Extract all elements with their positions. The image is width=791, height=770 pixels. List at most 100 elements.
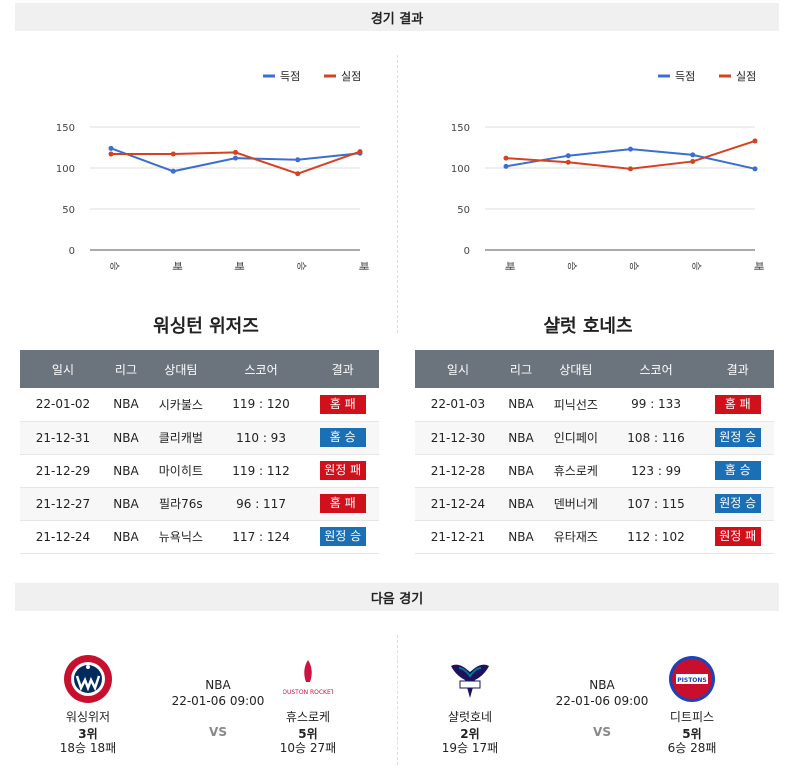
vs-label: VS — [209, 725, 227, 739]
data-point — [752, 166, 758, 172]
cell-opponent: 시카불스 — [146, 388, 216, 422]
data-point — [503, 155, 509, 161]
cell-opponent: 마이히트 — [146, 454, 216, 488]
next-games-section-title: 다음 경기 — [15, 583, 779, 611]
game-time: 22-01-06 09:00 — [555, 694, 649, 708]
cell-result: 원정 승 — [306, 520, 379, 554]
header-score: 스코어 — [610, 350, 702, 388]
left-results-table: 일시 리그 상대팀 스코어 결과 22-01-02 NBA 시카불스 119 : 12… — [20, 350, 379, 554]
chart-svg: 0 50 100 150 패 승 승 승 패 득점 실점 — [451, 70, 764, 271]
x-tick-label: 승 — [108, 261, 120, 270]
next-game-card[interactable]: 워싱위저 3위 18승 18패 NBA 22-01-06 09:00 VS HO… — [33, 640, 403, 760]
legend-label-scored: 득점 — [280, 70, 300, 83]
cell-score: 119 : 112 — [215, 454, 307, 488]
data-point — [170, 151, 176, 157]
wizards-logo-icon — [63, 654, 113, 704]
cell-result: 홈 패 — [701, 388, 774, 422]
home-team-record: 19승 17패 — [441, 741, 499, 755]
result-badge: 홈 패 — [319, 394, 366, 414]
svg-text:HOUSTON ROCKETS: HOUSTON ROCKETS — [283, 689, 333, 696]
cell-opponent: 휴스로케 — [541, 454, 611, 488]
cell-opponent: 필라76s — [146, 487, 216, 521]
cell-score: 96 : 117 — [215, 487, 307, 521]
hornets-logo-icon — [445, 654, 495, 704]
cell-opponent: 피닉선즈 — [541, 388, 611, 422]
result-badge: 원정 패 — [319, 461, 366, 480]
data-point — [503, 163, 509, 169]
table-row: 21-12-31 NBA 클리캐벌 110 : 93 홈 승 — [20, 421, 379, 455]
cell-result: 홈 패 — [306, 487, 379, 521]
away-team-record: 6승 28패 — [667, 741, 717, 755]
x-tick-label: 패 — [752, 261, 764, 270]
data-point — [233, 149, 238, 155]
chart-svg: 0 50 100 150 승 패 패 승 패 득점 실점 — [56, 70, 369, 271]
table-row: 21-12-24 NBA 덴버너게 107 : 115 원정 승 — [415, 487, 774, 521]
cell-result: 홈 패 — [306, 388, 379, 422]
data-point — [565, 153, 571, 159]
result-badge: 홈 패 — [714, 394, 761, 414]
cell-score: 119 : 120 — [215, 388, 307, 422]
series-line-scored — [505, 148, 756, 170]
table-row: 21-12-29 NBA 마이히트 119 : 112 원정 패 — [20, 454, 379, 488]
cell-date: 22-01-03 — [415, 388, 501, 422]
cell-opponent: 인디페이 — [541, 421, 611, 455]
x-tick-label: 패 — [233, 261, 245, 270]
cell-league: NBA — [105, 421, 147, 455]
cell-score: 107 : 115 — [610, 487, 702, 521]
header-result: 결과 — [701, 350, 774, 388]
x-tick-label: 승 — [565, 261, 577, 270]
header-opponent: 상대팀 — [541, 350, 611, 388]
cell-league: NBA — [105, 454, 147, 488]
y-tick-label: 100 — [451, 164, 470, 175]
home-team-rank: 2위 — [460, 727, 480, 741]
table-row: 21-12-28 NBA 휴스로케 123 : 99 홈 승 — [415, 454, 774, 488]
cell-result: 홈 승 — [701, 454, 774, 488]
data-point — [690, 158, 696, 164]
table-row: 22-01-02 NBA 시카불스 119 : 120 홈 패 — [20, 388, 379, 422]
cell-opponent: 덴버너게 — [541, 487, 611, 521]
data-point — [233, 155, 238, 161]
result-badge: 원정 패 — [714, 527, 761, 546]
data-point — [690, 152, 696, 158]
home-team-rank: 3위 — [78, 727, 98, 741]
cell-league: NBA — [105, 487, 147, 521]
data-point — [295, 157, 301, 163]
home-team-record: 18승 18패 — [59, 741, 117, 755]
vs-label: VS — [593, 725, 611, 739]
data-point — [565, 159, 571, 165]
cell-league: NBA — [105, 388, 147, 422]
result-badge: 홈 패 — [319, 494, 366, 513]
legend-label-conceded: 실점 — [736, 70, 756, 83]
divider — [397, 55, 398, 333]
x-tick-label: 승 — [690, 261, 702, 270]
cell-score: 99 : 133 — [610, 388, 702, 422]
legend-label-scored: 득점 — [675, 70, 695, 83]
data-point — [170, 168, 176, 174]
header-score: 스코어 — [215, 350, 307, 388]
next-game-card[interactable]: 샬럿호네 2위 19승 17패 NBA 22-01-06 09:00 VS PI… — [417, 640, 787, 760]
home-team-name: 샬럿호네 — [447, 710, 493, 724]
table-row: 22-01-03 NBA 피닉선즈 99 : 133 홈 패 — [415, 388, 774, 422]
cell-score: 117 : 124 — [215, 520, 307, 554]
away-team-name: 디트피스 — [669, 710, 715, 724]
cell-date: 21-12-31 — [20, 421, 106, 455]
cell-league: NBA — [500, 421, 542, 455]
table-row: 21-12-30 NBA 인디페이 108 : 116 원정 승 — [415, 421, 774, 455]
y-tick-label: 100 — [56, 164, 75, 175]
header-opponent: 상대팀 — [146, 350, 216, 388]
cell-league: NBA — [500, 520, 542, 554]
cell-score: 110 : 93 — [215, 421, 307, 455]
right-team-title: 샬럿 호네츠 — [543, 316, 633, 337]
right-results-table: 일시 리그 상대팀 스코어 결과 22-01-03 NBA 피닉선즈 99 : 133… — [415, 350, 774, 554]
x-tick-label: 패 — [170, 261, 182, 270]
cell-date: 21-12-27 — [20, 487, 106, 521]
result-badge: 홈 승 — [714, 461, 761, 480]
cell-result: 원정 패 — [306, 454, 379, 488]
right-team-chart: 0 50 100 150 패 승 승 승 패 득점 실점 — [415, 60, 775, 280]
cell-date: 21-12-24 — [20, 520, 106, 554]
data-point — [628, 166, 633, 172]
divider — [397, 635, 398, 765]
cell-date: 21-12-29 — [20, 454, 106, 488]
result-badge: 원정 승 — [714, 428, 761, 447]
cell-date: 21-12-21 — [415, 520, 501, 554]
